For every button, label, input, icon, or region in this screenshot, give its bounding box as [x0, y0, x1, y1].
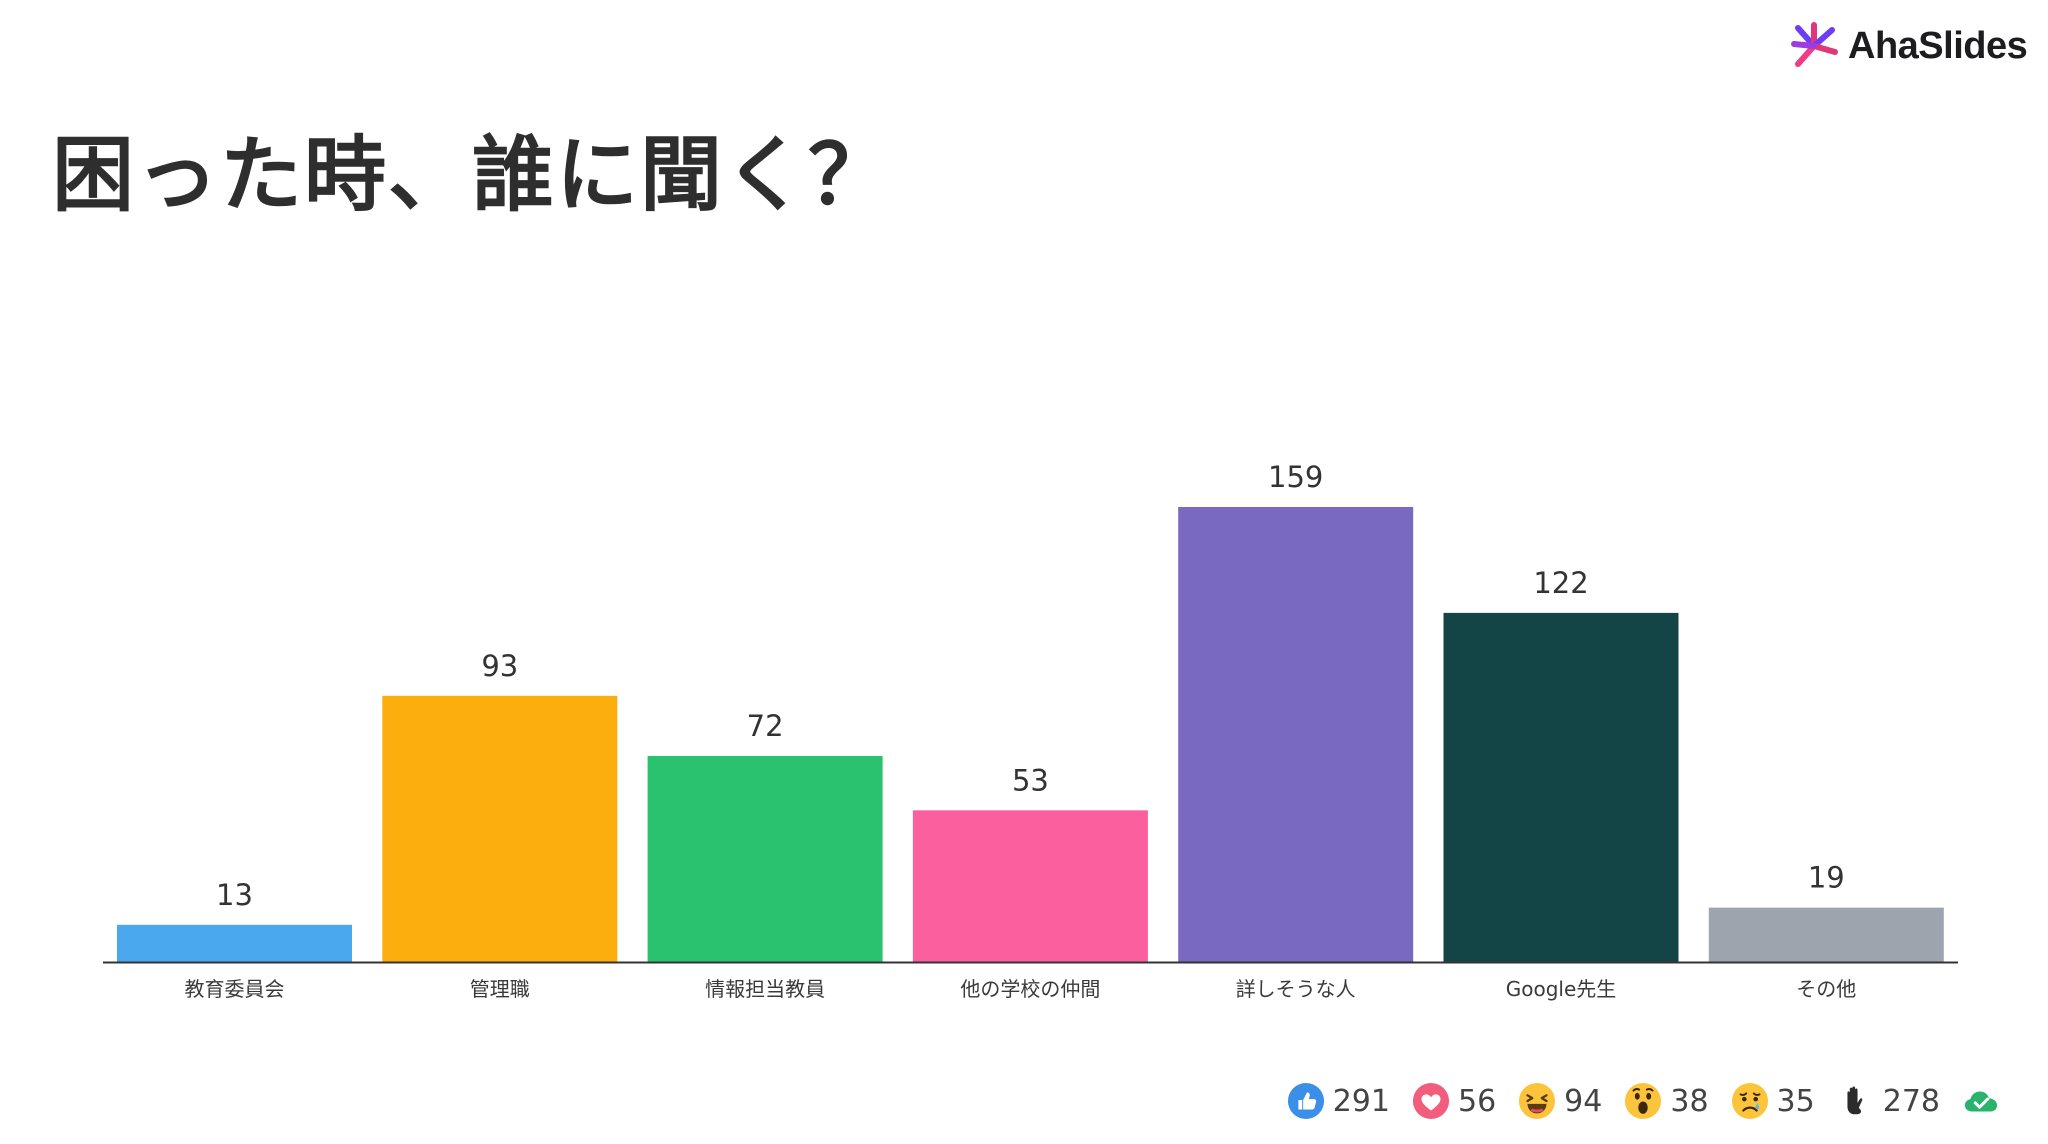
- bar-5: [1443, 612, 1679, 962]
- heart-icon: [1412, 1082, 1450, 1120]
- reaction-wow-count: 38: [1670, 1083, 1709, 1119]
- bar-value-label-0: 13: [216, 878, 253, 912]
- bar-value-label-6: 19: [1808, 861, 1845, 895]
- category-label-2: 情報担当教員: [705, 977, 825, 1001]
- slide-title: 困った時、誰に聞く？: [52, 128, 893, 223]
- reaction-like[interactable]: 291: [1287, 1082, 1390, 1120]
- category-label-3: 他の学校の仲間: [960, 977, 1100, 1001]
- reaction-raised-hand-count: 278: [1882, 1083, 1940, 1119]
- reaction-laugh-count: 94: [1564, 1083, 1603, 1119]
- bar-value-label-5: 122: [1533, 566, 1588, 600]
- bar-3: [912, 810, 1148, 962]
- surprised-face-icon: [1625, 1082, 1662, 1120]
- bar-4: [1178, 507, 1414, 962]
- thumbs-up-icon: [1287, 1082, 1324, 1120]
- bar-value-label-1: 93: [481, 649, 518, 683]
- reaction-wow[interactable]: 38: [1624, 1082, 1709, 1120]
- reaction-sad[interactable]: 35: [1731, 1082, 1815, 1120]
- bar-0: [117, 924, 352, 962]
- bar-chart: 13 教育委員会 93 管理職 72 情報担当教員 53 他の学校の仲間 159 詳しそうな人 12…: [103, 460, 1958, 1001]
- reaction-heart[interactable]: 56: [1412, 1082, 1496, 1120]
- category-label-0: 教育委員会: [185, 977, 285, 1001]
- raised-hand-icon: [1847, 1086, 1863, 1115]
- reaction-raised-hand[interactable]: 278: [1837, 1082, 1940, 1120]
- ahaslides-logo: AhaSlides: [1788, 16, 2028, 76]
- reaction-checked: [1962, 1082, 2000, 1120]
- sad-face-icon: [1731, 1082, 1768, 1120]
- ahaslides-logo-icon: [1791, 22, 1838, 67]
- category-label-5: Google先生: [1506, 977, 1617, 1001]
- logo-text: AhaSlides: [1848, 24, 2028, 67]
- category-label-4: 詳しそうな人: [1236, 977, 1356, 1001]
- category-label-1: 管理職: [470, 977, 530, 1001]
- reaction-like-count: 291: [1332, 1083, 1390, 1119]
- reaction-sad-count: 35: [1776, 1083, 1815, 1119]
- laughing-face-icon: [1519, 1082, 1556, 1120]
- category-label-6: その他: [1796, 977, 1856, 1001]
- bar-2: [647, 755, 883, 962]
- check-cloud-icon: [1964, 1091, 1998, 1112]
- bar-value-label-3: 53: [1012, 763, 1049, 797]
- reaction-bar: 291 56 94 38: [1287, 1078, 2000, 1124]
- bar-value-label-2: 72: [747, 709, 784, 743]
- bar-value-label-4: 159: [1268, 460, 1323, 494]
- bar-1: [382, 695, 618, 962]
- reaction-laugh[interactable]: 94: [1518, 1082, 1602, 1120]
- reaction-heart-count: 56: [1457, 1083, 1497, 1119]
- bar-6: [1708, 907, 1944, 962]
